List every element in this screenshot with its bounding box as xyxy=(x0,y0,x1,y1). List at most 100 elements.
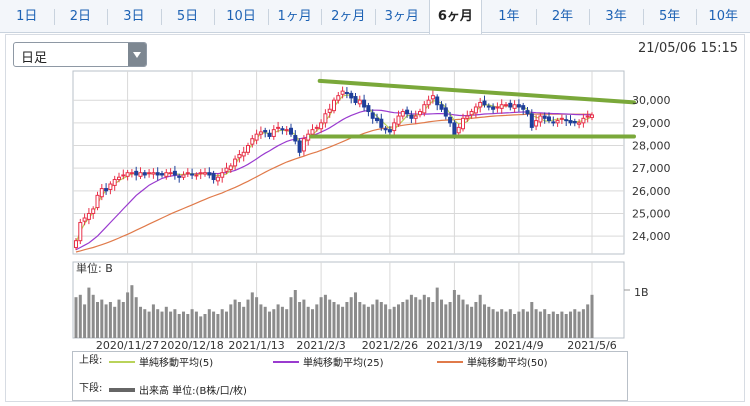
candle-body xyxy=(577,122,582,125)
candle-body xyxy=(370,112,375,119)
volume-bar xyxy=(388,309,392,338)
candle-body xyxy=(581,117,586,124)
candle-body xyxy=(211,173,216,180)
candle-body xyxy=(99,188,104,198)
volume-bar xyxy=(495,311,499,338)
volume-bar xyxy=(237,302,241,338)
tab-separator xyxy=(267,9,269,25)
candle-body xyxy=(344,91,349,94)
tab-9[interactable]: 1年 xyxy=(498,9,520,24)
volume-bar xyxy=(164,306,168,338)
tab-6[interactable]: 2ヶ月 xyxy=(331,9,366,24)
volume-bar xyxy=(353,292,358,338)
candle-body xyxy=(121,174,126,177)
x-tick-label: 2021/3/19 xyxy=(426,339,482,352)
volume-bar xyxy=(345,302,349,338)
candle-body xyxy=(400,111,405,117)
y-tick-label: 30,000 xyxy=(632,94,671,107)
candle-body xyxy=(91,208,96,214)
volume-bar xyxy=(568,311,573,338)
volume-bar xyxy=(366,306,370,338)
volume-bar xyxy=(577,311,581,338)
candle-body xyxy=(568,120,573,124)
candle-body xyxy=(508,102,513,108)
legend-ma50-label: 単純移動平均(50) xyxy=(467,358,548,369)
candle-body xyxy=(108,183,113,190)
tab-10[interactable]: 2年 xyxy=(551,9,574,24)
volume-bar xyxy=(199,316,203,338)
chart-type-select[interactable]: 日足 xyxy=(13,42,147,67)
volume-bar xyxy=(203,314,207,338)
tab-12[interactable]: 5年 xyxy=(658,9,681,24)
legend-ma25-swatch xyxy=(273,361,299,363)
candle-body xyxy=(202,172,208,175)
candle-body xyxy=(383,128,388,131)
tab-1[interactable]: 2日 xyxy=(69,9,91,24)
legend-lower-label: 下段: xyxy=(79,383,103,394)
tab-11[interactable]: 3年 xyxy=(605,9,627,24)
candle-body xyxy=(430,95,435,100)
y-tick-label: 26,000 xyxy=(632,185,671,198)
candle-body xyxy=(349,92,354,99)
candle-body xyxy=(435,96,440,106)
candle-body xyxy=(297,140,302,153)
candle-body xyxy=(353,96,358,103)
volume-bar xyxy=(590,294,594,338)
volume-bar xyxy=(207,309,211,338)
candle-body xyxy=(486,105,491,108)
candle-body xyxy=(276,126,281,129)
volume-bar xyxy=(534,309,538,338)
volume-bar xyxy=(418,299,422,338)
candle-body xyxy=(228,165,233,171)
legend-ma5-swatch xyxy=(109,361,135,363)
candle-body xyxy=(207,172,212,176)
volume-bar xyxy=(121,302,125,338)
candle-body xyxy=(194,174,199,177)
volume-bar xyxy=(581,309,585,338)
candle-body xyxy=(362,99,367,108)
volume-bar xyxy=(181,311,186,338)
tab-0[interactable]: 1日 xyxy=(16,9,38,24)
tab-7[interactable]: 3ヶ月 xyxy=(384,9,419,24)
candle-body xyxy=(456,126,461,134)
volume-bar xyxy=(452,290,456,338)
tab-separator xyxy=(214,9,216,25)
candle-body xyxy=(422,104,427,114)
volume-bar xyxy=(83,304,87,338)
volume-bar xyxy=(448,302,452,338)
volume-bar xyxy=(439,299,444,338)
candle-body xyxy=(263,130,268,133)
tab-2[interactable]: 3日 xyxy=(123,9,145,24)
volume-bar xyxy=(573,309,577,338)
volume-bar xyxy=(560,311,564,338)
volume-bar xyxy=(508,309,512,338)
tab-8[interactable]: 6ヶ月 xyxy=(428,0,483,34)
tab-13[interactable]: 10年 xyxy=(708,9,738,24)
candle-body xyxy=(546,116,552,122)
tab-separator xyxy=(53,9,55,25)
candle-body xyxy=(112,178,117,186)
tab-separator xyxy=(107,9,109,25)
volume-bar xyxy=(147,311,151,338)
volume-bar xyxy=(242,306,246,338)
y-tick-label: 24,000 xyxy=(632,230,671,243)
volume-bar xyxy=(143,309,147,338)
candle-body xyxy=(280,128,285,131)
tab-3[interactable]: 5日 xyxy=(176,9,199,24)
candle-body xyxy=(357,99,362,105)
candle-body xyxy=(82,217,87,222)
volume-bar xyxy=(349,297,353,338)
volume-bar xyxy=(310,309,315,338)
candle-body xyxy=(319,122,324,130)
y-tick-label: 29,000 xyxy=(632,117,671,130)
candle-body xyxy=(538,115,543,123)
volume-bar xyxy=(108,302,112,338)
candle-body xyxy=(314,126,319,129)
volume-bar xyxy=(91,294,95,338)
volume-bar xyxy=(160,311,164,338)
candle-body xyxy=(374,117,380,122)
tab-5[interactable]: 1ヶ月 xyxy=(277,9,312,24)
tab-4[interactable]: 10日 xyxy=(226,9,256,24)
volume-bar xyxy=(538,311,542,338)
volume-bar xyxy=(302,299,306,338)
